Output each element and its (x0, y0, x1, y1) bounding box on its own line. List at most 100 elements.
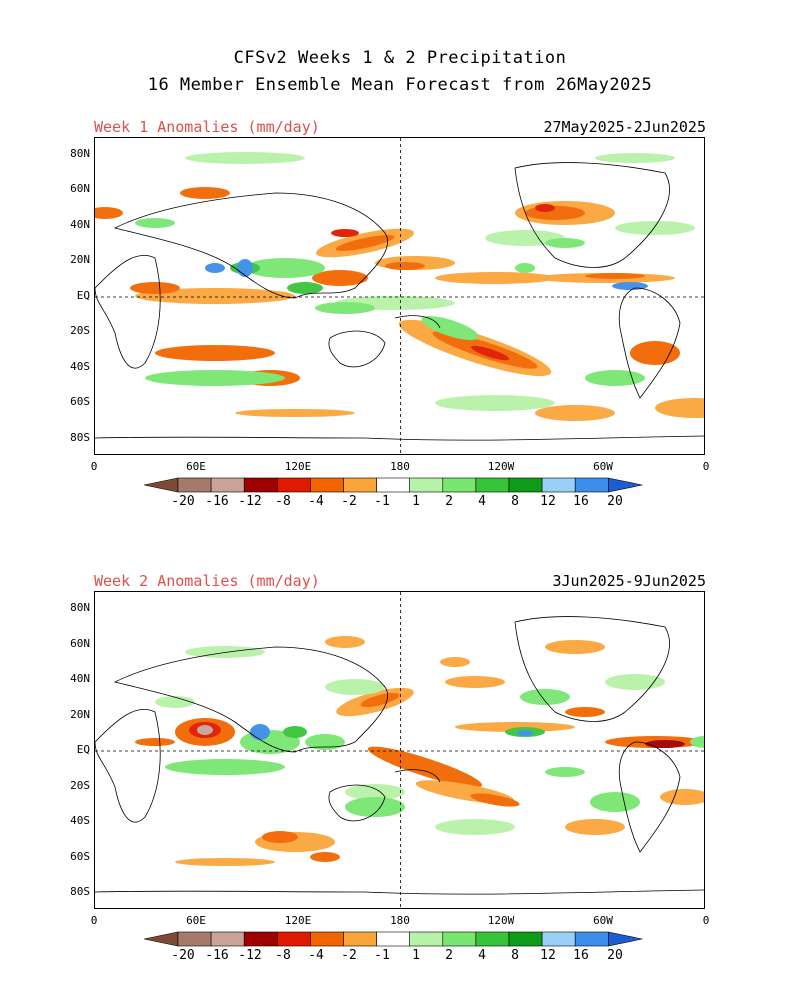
lat-label: EQ (76, 743, 90, 756)
lon-label: 180 (390, 460, 410, 473)
lat-label: 80S (70, 885, 90, 898)
lat-label: 20N (70, 708, 90, 721)
anomaly-dry (367, 746, 483, 788)
colorbar-tick-label: 12 (540, 948, 556, 963)
colorbar-bin (177, 477, 212, 493)
colorbar-tick-label: -2 (341, 948, 357, 963)
lat-label: 40N (70, 672, 90, 685)
anomaly-wet (515, 263, 535, 273)
colorbar-bin (574, 931, 609, 947)
anomaly-wet (237, 259, 253, 277)
anomaly-wet (585, 370, 645, 386)
lon-label: 120W (487, 460, 515, 473)
colorbar-tick-label: -16 (205, 948, 229, 963)
colorbar-bin (607, 477, 643, 493)
colorbar-tick-label: 12 (540, 494, 556, 509)
colorbar-tick-label: -1 (374, 948, 390, 963)
colorbar-bin (343, 477, 377, 493)
coastlines (95, 616, 704, 895)
lat-label: 20S (70, 324, 90, 337)
colorbar-tick-label: -4 (308, 494, 324, 509)
anomaly-dry (331, 229, 359, 237)
panel1-map-svg (95, 138, 704, 454)
colorbar-bin (243, 477, 278, 493)
colorbar-bin (409, 931, 444, 947)
lat-label: 40S (70, 360, 90, 373)
colorbar-1-labels: -20 -16 -12 -8 -4 -2 -1 1 2 4 8 12 16 20 (140, 494, 660, 510)
anomaly-wet (595, 153, 675, 163)
colorbar-bin (376, 931, 411, 947)
anomaly-wet (545, 238, 585, 248)
colorbar-2-labels: -20 -16 -12 -8 -4 -2 -1 1 2 4 8 12 16 20 (140, 948, 660, 964)
colorbar-bin (574, 477, 609, 493)
anomaly-wet (517, 730, 533, 736)
colorbar-bin (243, 931, 278, 947)
panel1-dates: 27May2025-2Jun2025 (543, 118, 706, 136)
anomaly-dry (435, 272, 555, 284)
anomaly-dry (470, 345, 510, 361)
lat-label: 20S (70, 779, 90, 792)
anomaly-wet (325, 679, 385, 695)
anomaly-dry (455, 722, 575, 732)
colorbar-2 (144, 931, 643, 947)
anomaly-dry (312, 270, 368, 286)
lat-label: 60N (70, 637, 90, 650)
lon-label: 0 (702, 460, 710, 473)
colorbar-tick-label: 16 (573, 494, 589, 509)
anomaly-wet (185, 152, 305, 164)
colorbar-bin (310, 931, 344, 947)
anomaly-wet (315, 302, 375, 314)
anomaly-dry (660, 789, 704, 805)
colorbar-bin (210, 477, 245, 493)
colorbar-tick-label: -12 (238, 948, 262, 963)
lat-label: 80S (70, 431, 90, 444)
anomaly-wet (135, 218, 175, 228)
colorbar-bin (144, 477, 179, 493)
colorbar-tick-label: -4 (308, 948, 324, 963)
panel2-dates: 3Jun2025-9Jun2025 (552, 572, 706, 590)
colorbar-tick-label: 2 (445, 494, 453, 509)
anomaly-dry (262, 831, 298, 843)
colorbar-bin (442, 931, 477, 947)
lat-label: 40S (70, 814, 90, 827)
anomaly-wet (345, 784, 405, 800)
anomaly-dry (197, 725, 213, 735)
colorbar-bin (442, 477, 477, 493)
anomaly-dry (545, 640, 605, 654)
anomaly-wet (520, 689, 570, 705)
anomaly-dry (155, 345, 275, 361)
anomaly-wet (287, 282, 323, 294)
anomaly-wet (283, 726, 307, 738)
lon-label: 60W (593, 914, 613, 927)
lat-label: 80N (70, 147, 90, 160)
anomaly-dry (130, 282, 180, 294)
colorbar-bin (409, 477, 444, 493)
lon-label: 60W (593, 460, 613, 473)
colorbar-bin (144, 931, 179, 947)
main-title: CFSv2 Weeks 1 & 2 Precipitation (233, 48, 567, 68)
colorbar-tick-label: 20 (607, 494, 623, 509)
anomaly-wet (185, 646, 265, 658)
lon-label: 0 (90, 914, 98, 927)
anomaly-dry (335, 235, 395, 251)
colorbar-tick-label: -12 (238, 494, 262, 509)
anomaly-wet (690, 736, 704, 748)
colorbar-bin (475, 477, 510, 493)
lat-label: 80N (70, 601, 90, 614)
anomaly-dry (135, 738, 175, 746)
anomaly-dry (325, 636, 365, 648)
colorbar-tick-label: -8 (275, 494, 291, 509)
lat-label: EQ (76, 289, 90, 302)
colorbar-tick-label: -8 (275, 948, 291, 963)
colorbar-tick-label: 8 (511, 948, 519, 963)
lon-label: 60E (186, 460, 206, 473)
colorbar-tick-label: 1 (412, 494, 420, 509)
coastlines (95, 162, 704, 441)
colorbar-tick-label: 4 (478, 948, 486, 963)
panel2-map (94, 591, 705, 909)
anomaly-dry (585, 273, 645, 279)
colorbar-tick-label: 4 (478, 494, 486, 509)
anomaly-wet (485, 230, 565, 246)
panel2-title: Week 2 Anomalies (mm/day) (94, 572, 320, 590)
anomaly-wet (250, 724, 270, 740)
